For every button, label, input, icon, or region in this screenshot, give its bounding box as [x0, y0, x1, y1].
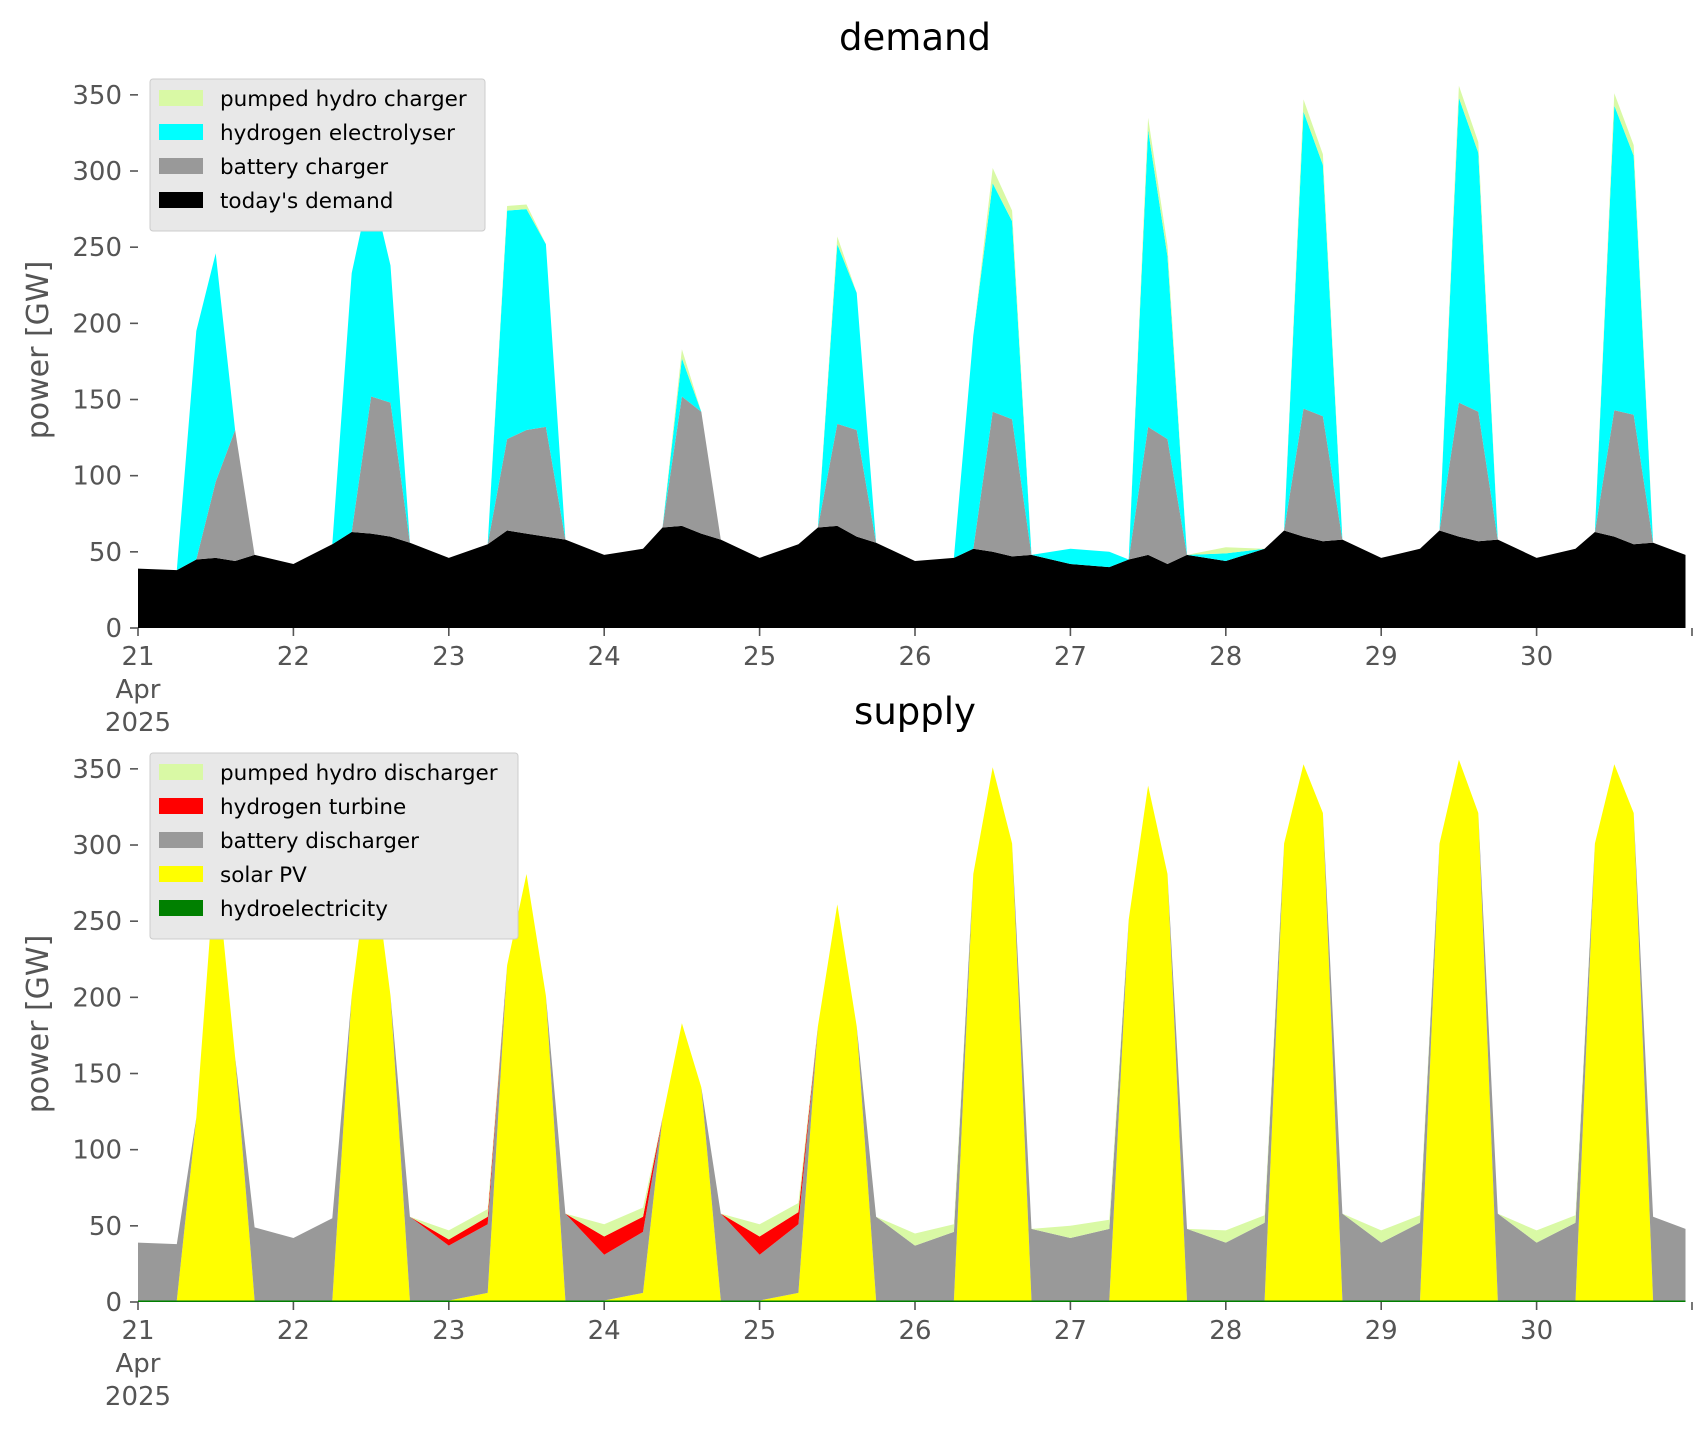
demand-x-tick-label: 24 — [588, 642, 621, 672]
demand-area-battery-charger — [138, 396, 1686, 571]
demand-x-tick-sublabel: Apr — [116, 675, 161, 705]
demand-x-tick-label: 22 — [277, 642, 310, 672]
demand-legend-swatch-pumped-hydro-charger — [159, 90, 203, 106]
supply-legend-swatch-pumped-hydro-discharger — [159, 764, 203, 780]
supply-x-tick-label: 29 — [1365, 1316, 1398, 1346]
demand-legend-swatch-battery-charger — [159, 158, 203, 174]
supply-title: supply — [854, 690, 976, 733]
demand-x-tick-sublabel: 2025 — [105, 708, 171, 738]
supply-y-label: power [GW] — [21, 935, 56, 1114]
demand-area-today-s-demand — [138, 525, 1686, 628]
supply-legend-swatch-solar-pv — [159, 866, 203, 882]
supply-legend-swatch-hydrogen-turbine — [159, 798, 203, 814]
supply-y-tick-label: 0 — [105, 1288, 122, 1318]
demand-y-axis: 0 50 100 150 200 250 300 350 — [72, 81, 138, 644]
supply-legend-label-pumped-hydro-discharger: pumped hydro discharger — [220, 761, 498, 786]
demand-legend-label-today-s-demand: today's demand — [220, 189, 393, 214]
demand-y-tick-label: 50 — [89, 538, 122, 568]
demand-y-tick-label: 0 — [105, 614, 122, 644]
demand-y-tick-label: 100 — [72, 462, 122, 492]
demand-legend-swatch-today-s-demand — [159, 192, 203, 208]
supply-y-axis: 0 50 100 150 200 250 300 350 — [72, 755, 138, 1318]
demand-y-tick-label: 250 — [72, 233, 122, 263]
supply-legend-label-hydroelectricity: hydroelectricity — [220, 897, 388, 922]
supply-area-battery-discharger — [138, 759, 1686, 1301]
demand-area-hydrogen-electrolyser — [138, 97, 1686, 571]
demand-y-tick-label: 300 — [72, 157, 122, 187]
supply-x-tick-sublabel: 2025 — [105, 1382, 171, 1412]
supply-y-tick-label: 200 — [72, 983, 122, 1013]
supply-x-tick-label: 30 — [1520, 1316, 1553, 1346]
supply-x-tick-label: 22 — [277, 1316, 310, 1346]
supply-legend-label-battery-discharger: battery discharger — [220, 829, 419, 854]
supply-legend: pumped hydro discharger hydrogen turbine b… — [149, 752, 519, 940]
supply-y-tick-label: 50 — [89, 1212, 122, 1242]
supply-x-tick-label: 28 — [1209, 1316, 1242, 1346]
demand-legend-label-pumped-hydro-charger: pumped hydro charger — [220, 87, 467, 112]
demand-y-tick-label: 350 — [72, 81, 122, 111]
demand-y-tick-label: 150 — [72, 386, 122, 416]
supply-y-tick-label: 150 — [72, 1060, 122, 1090]
supply-y-tick-label: 300 — [72, 831, 122, 861]
demand-x-tick-label: 21 — [121, 642, 154, 672]
supply-area-solar-pv — [138, 759, 1686, 1301]
supply-x-tick-label: 23 — [432, 1316, 465, 1346]
demand-x-tick-label: 23 — [432, 642, 465, 672]
supply-x-tick-label: 24 — [588, 1316, 621, 1346]
supply-areas — [138, 759, 1686, 1302]
demand-legend-swatch-hydrogen-electrolyser — [159, 124, 203, 140]
demand-x-tick-label: 26 — [898, 642, 931, 672]
supply-y-tick-label: 100 — [72, 1136, 122, 1166]
supply-area-hydroelectricity — [138, 1300, 1686, 1302]
demand-legend: pumped hydro charger hydrogen electrolyse… — [149, 78, 486, 232]
demand-legend-box — [149, 78, 486, 232]
demand-y-label: power [GW] — [21, 261, 56, 440]
supply-legend-label-solar-pv: solar PV — [220, 863, 307, 888]
demand-title: demand — [839, 16, 991, 59]
demand-areas — [138, 85, 1686, 628]
supply-x-tick-label: 27 — [1054, 1316, 1087, 1346]
supply-x-tick-label: 25 — [743, 1316, 776, 1346]
demand-x-tick-label: 29 — [1365, 642, 1398, 672]
supply-y-tick-label: 250 — [72, 907, 122, 937]
supply-legend-swatch-hydroelectricity — [159, 900, 203, 916]
supply-legend-swatch-battery-discharger — [159, 832, 203, 848]
demand-area-pumped-hydro-charger — [138, 85, 1686, 571]
supply-x-tick-label: 21 — [121, 1316, 154, 1346]
supply-x-tick-sublabel: Apr — [116, 1349, 161, 1379]
demand-x-tick-label: 25 — [743, 642, 776, 672]
demand-x-tick-label: 27 — [1054, 642, 1087, 672]
supply-legend-box — [149, 752, 519, 940]
demand-y-tick-label: 200 — [72, 309, 122, 339]
demand-legend-label-hydrogen-electrolyser: hydrogen electrolyser — [220, 121, 455, 146]
supply-legend-label-hydrogen-turbine: hydrogen turbine — [220, 795, 406, 820]
demand-x-tick-label: 30 — [1520, 642, 1553, 672]
supply-y-tick-label: 350 — [72, 755, 122, 785]
demand-x-tick-label: 28 — [1209, 642, 1242, 672]
supply-x-tick-label: 26 — [898, 1316, 931, 1346]
demand-legend-label-battery-charger: battery charger — [220, 155, 388, 180]
